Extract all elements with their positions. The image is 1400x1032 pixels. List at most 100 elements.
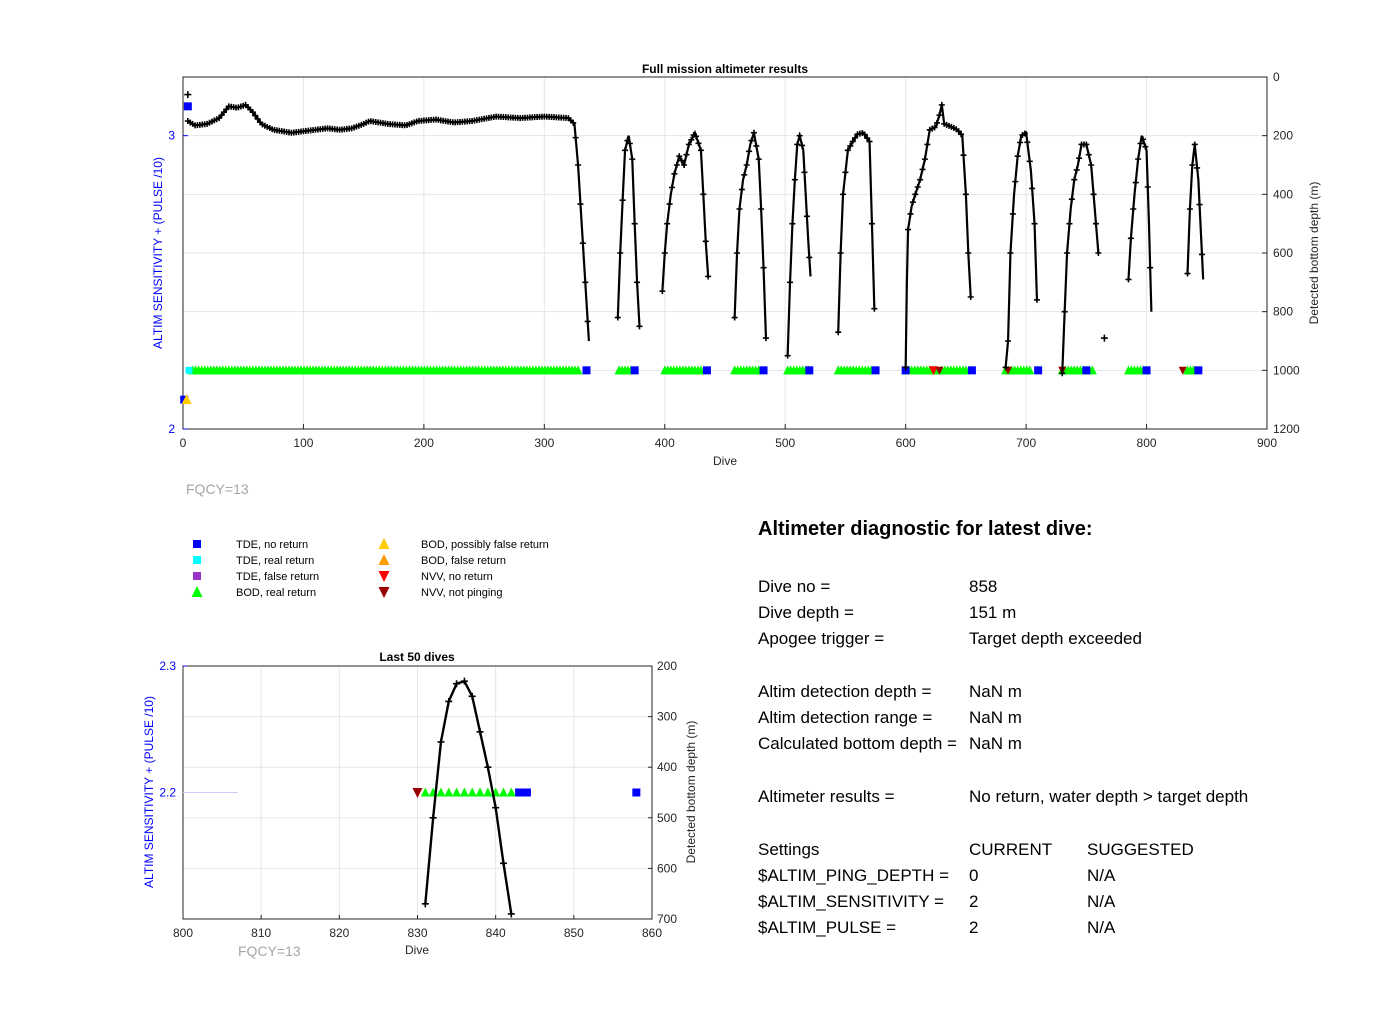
main-depth-point (1033, 296, 1040, 303)
main-depth-point (1135, 156, 1142, 163)
main-depth-point (1127, 235, 1134, 242)
main-depth-point (1012, 178, 1019, 185)
main-y-tick-label: 3 (168, 129, 175, 143)
main-depth-point (626, 140, 633, 147)
small-depth-point (437, 738, 445, 746)
main-depth-line (733, 132, 768, 339)
small-bod-real-return-marker (444, 787, 454, 797)
legend-marker-3 (191, 585, 203, 597)
main-depth-point (909, 199, 916, 206)
legend-label-5: BOD, false return (421, 555, 506, 567)
main-depth-point (681, 162, 688, 168)
diagnostic-value: 0 (969, 866, 979, 885)
main-x-axis-label: Dive (713, 454, 737, 468)
main-depth-point (1002, 364, 1009, 371)
small-depth-line (424, 679, 513, 915)
main-fqcy-annotation: FQCY=13 (186, 481, 249, 497)
diagnostic-value: No return, water depth > target depth (969, 787, 1249, 806)
main-depth-point (844, 147, 851, 154)
legend-marker-7 (378, 587, 390, 599)
main-depth-point (683, 151, 690, 158)
main-y2-tick-label: 1200 (1273, 422, 1300, 436)
main-depth-line (904, 104, 972, 368)
small-y2-tick-label: 300 (657, 710, 677, 724)
small-y-tick-label: 2.2 (159, 786, 176, 800)
main-depth-point (919, 166, 926, 173)
main-depth-point (936, 112, 943, 119)
small-y2-axis-label: Detected bottom depth (m) (684, 721, 698, 864)
main-depth-point (1005, 338, 1012, 344)
main-depth-point (700, 191, 707, 198)
main-x-tick-label: 400 (655, 436, 675, 450)
main-chart-title: Full mission altimeter results (642, 62, 808, 76)
small-tde-no-return-marker (515, 788, 524, 797)
main-x-tick-label: 0 (180, 436, 187, 450)
main-depth-point (1029, 185, 1036, 192)
main-depth-point (864, 135, 871, 142)
small-tde-no-return-marker (522, 788, 531, 797)
main-depth-point (671, 170, 678, 177)
main-depth-line (786, 131, 812, 356)
main-nvv-not-pinging-marker (1178, 366, 1187, 375)
diagnostic-value: NaN m (969, 708, 1022, 727)
main-depth-point (1125, 276, 1132, 283)
legend-label-2: TDE, false return (236, 571, 319, 583)
main-depth-point (750, 129, 757, 136)
main-depth-point (806, 254, 813, 261)
small-depth-point (421, 900, 429, 908)
diagnostic-label: Apogee trigger = (758, 629, 885, 648)
main-depth-point (743, 162, 750, 168)
main-y2-tick-label: 0 (1273, 70, 1280, 84)
main-y2-tick-label: 800 (1273, 305, 1293, 319)
main-tde-no-return-marker (967, 366, 976, 375)
main-depth-point (1132, 179, 1139, 186)
main-depth-point (758, 206, 765, 212)
main-depth-point (1194, 164, 1201, 171)
main-markers (180, 102, 1203, 405)
main-depth-point (1142, 143, 1149, 150)
small-x-tick-label: 810 (251, 926, 271, 940)
main-depth-point (659, 288, 666, 295)
main-tde-no-return-marker (630, 366, 639, 375)
main-depth-point (570, 119, 577, 126)
small-bod-real-return-marker (467, 787, 477, 797)
main-depth-point (1092, 220, 1099, 227)
main-y2-tick-label: 400 (1273, 187, 1293, 201)
main-depth-point (584, 318, 591, 325)
main-depth-point (803, 213, 810, 220)
main-depth-point (861, 131, 868, 138)
main-depth-point (1009, 210, 1016, 217)
main-depth-point (1137, 140, 1144, 147)
main-depth-point (1184, 270, 1191, 277)
main-x-tick-label: 200 (414, 436, 434, 450)
main-tde-no-return-marker (805, 366, 814, 375)
main-depth-point (960, 152, 967, 159)
main-depth-outlier (1100, 334, 1108, 342)
small-y2-tick-label: 500 (657, 811, 677, 825)
main-depth-point (731, 314, 738, 321)
main-depth-point (661, 250, 668, 256)
main-depth-point (669, 184, 676, 191)
main-depth-point (619, 197, 626, 204)
small-depth-point (445, 697, 453, 705)
main-depth-point (789, 220, 796, 227)
diagnostic-label: $ALTIM_PING_DEPTH = (758, 866, 949, 885)
main-depth-point (1064, 250, 1071, 256)
diagnostic-value: Target depth exceeded (969, 629, 1142, 648)
legend-label-3: BOD, real return (236, 587, 316, 599)
main-depth-point (958, 131, 965, 138)
small-x-tick-label: 860 (642, 926, 662, 940)
main-depth-point (1068, 196, 1075, 203)
main-depth-point (760, 264, 767, 271)
main-depth-point (905, 226, 912, 233)
main-depth-line (661, 129, 710, 292)
main-depth-point (688, 136, 695, 143)
main-depth-point (907, 210, 914, 217)
main-y2-tick-label: 200 (1273, 129, 1293, 143)
main-depth-point (736, 206, 743, 212)
diagnostic-value: 2 (969, 892, 979, 911)
small-bod-real-return-marker (506, 787, 516, 797)
main-depth-point (1014, 153, 1021, 160)
main-depth-point (868, 220, 875, 227)
small-bod-real-return-marker (483, 787, 493, 797)
